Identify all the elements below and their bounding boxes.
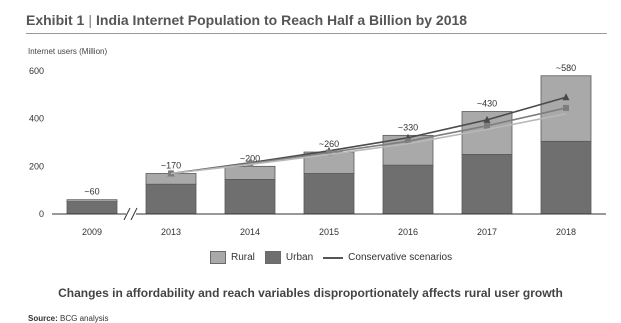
title-rule — [26, 33, 607, 34]
bar-urban — [66, 201, 118, 215]
chart-area: Internet users (Million) 0 200 400 600 ~60 200… — [28, 47, 606, 237]
x-tick-label: 2014 — [240, 227, 260, 237]
scenario-marker-square — [563, 104, 569, 111]
bar-urban — [540, 140, 592, 215]
x-tick-label: 2009 — [82, 227, 102, 237]
scenario-marker-triangle — [483, 115, 491, 123]
total-label: ~580 — [556, 63, 576, 73]
scenario-line — [170, 113, 567, 175]
total-label: ~330 — [398, 122, 418, 132]
axis-break-mark — [123, 207, 131, 221]
bar-urban — [303, 173, 355, 215]
y-tick-label: 0 — [39, 209, 44, 219]
bar-urban — [145, 183, 197, 215]
source-label: Source: — [28, 314, 58, 323]
x-tick-label: 2015 — [319, 227, 339, 237]
bar-urban — [461, 154, 513, 215]
scenario-marker-square — [405, 138, 411, 145]
total-label: ~260 — [319, 139, 339, 149]
bar-rural — [224, 165, 276, 180]
scenario-marker-square — [247, 160, 253, 167]
title-text: India Internet Population to Reach Half … — [96, 12, 468, 28]
total-label: ~60 — [84, 187, 99, 197]
exhibit-label: Exhibit 1 — [26, 12, 85, 28]
x-tick-label: 2013 — [161, 227, 181, 237]
legend-item-urban: Urban — [264, 251, 314, 264]
legend-swatch-urban — [264, 251, 281, 264]
scenario-marker-square — [326, 149, 332, 156]
x-tick-label: 2016 — [398, 227, 418, 237]
legend-label-conservative: Conservative scenarios — [348, 252, 453, 263]
axis-break-mark — [130, 207, 138, 221]
legend-swatch-rural — [210, 251, 226, 264]
total-label: ~430 — [477, 99, 497, 109]
legend-line-conservative — [323, 256, 344, 259]
y-tick-label: 600 — [29, 66, 44, 76]
source-text: BCG analysis — [60, 314, 109, 323]
legend-item-conservative: Conservative scenarios — [323, 252, 452, 263]
x-tick-label: 2017 — [477, 227, 497, 237]
chart-caption: Changes in affordability and reach varia… — [58, 286, 563, 300]
source-note: Source: BCG analysis — [28, 314, 109, 323]
bar-rural — [66, 199, 118, 203]
y-tick-label: 200 — [29, 161, 44, 171]
legend-label-rural: Rural — [231, 252, 255, 263]
bar-urban — [382, 164, 434, 215]
y-axis-label: Internet users (Million) — [28, 47, 107, 56]
scenario-marker-square — [484, 122, 490, 129]
scenario-marker-triangle — [562, 93, 570, 101]
chart-title: Exhibit 1 | India Internet Population to R… — [26, 12, 467, 28]
legend-item-rural: Rural — [210, 251, 255, 264]
legend-label-urban: Urban — [285, 252, 314, 263]
x-tick-label: 2018 — [556, 227, 576, 237]
total-label: ~170 — [161, 160, 181, 170]
legend: Rural Urban Conservative scenarios — [210, 251, 462, 264]
title-separator: | — [88, 12, 92, 28]
y-tick-label: 400 — [29, 114, 44, 124]
bar-urban — [224, 179, 276, 215]
total-label: ~200 — [240, 153, 260, 163]
